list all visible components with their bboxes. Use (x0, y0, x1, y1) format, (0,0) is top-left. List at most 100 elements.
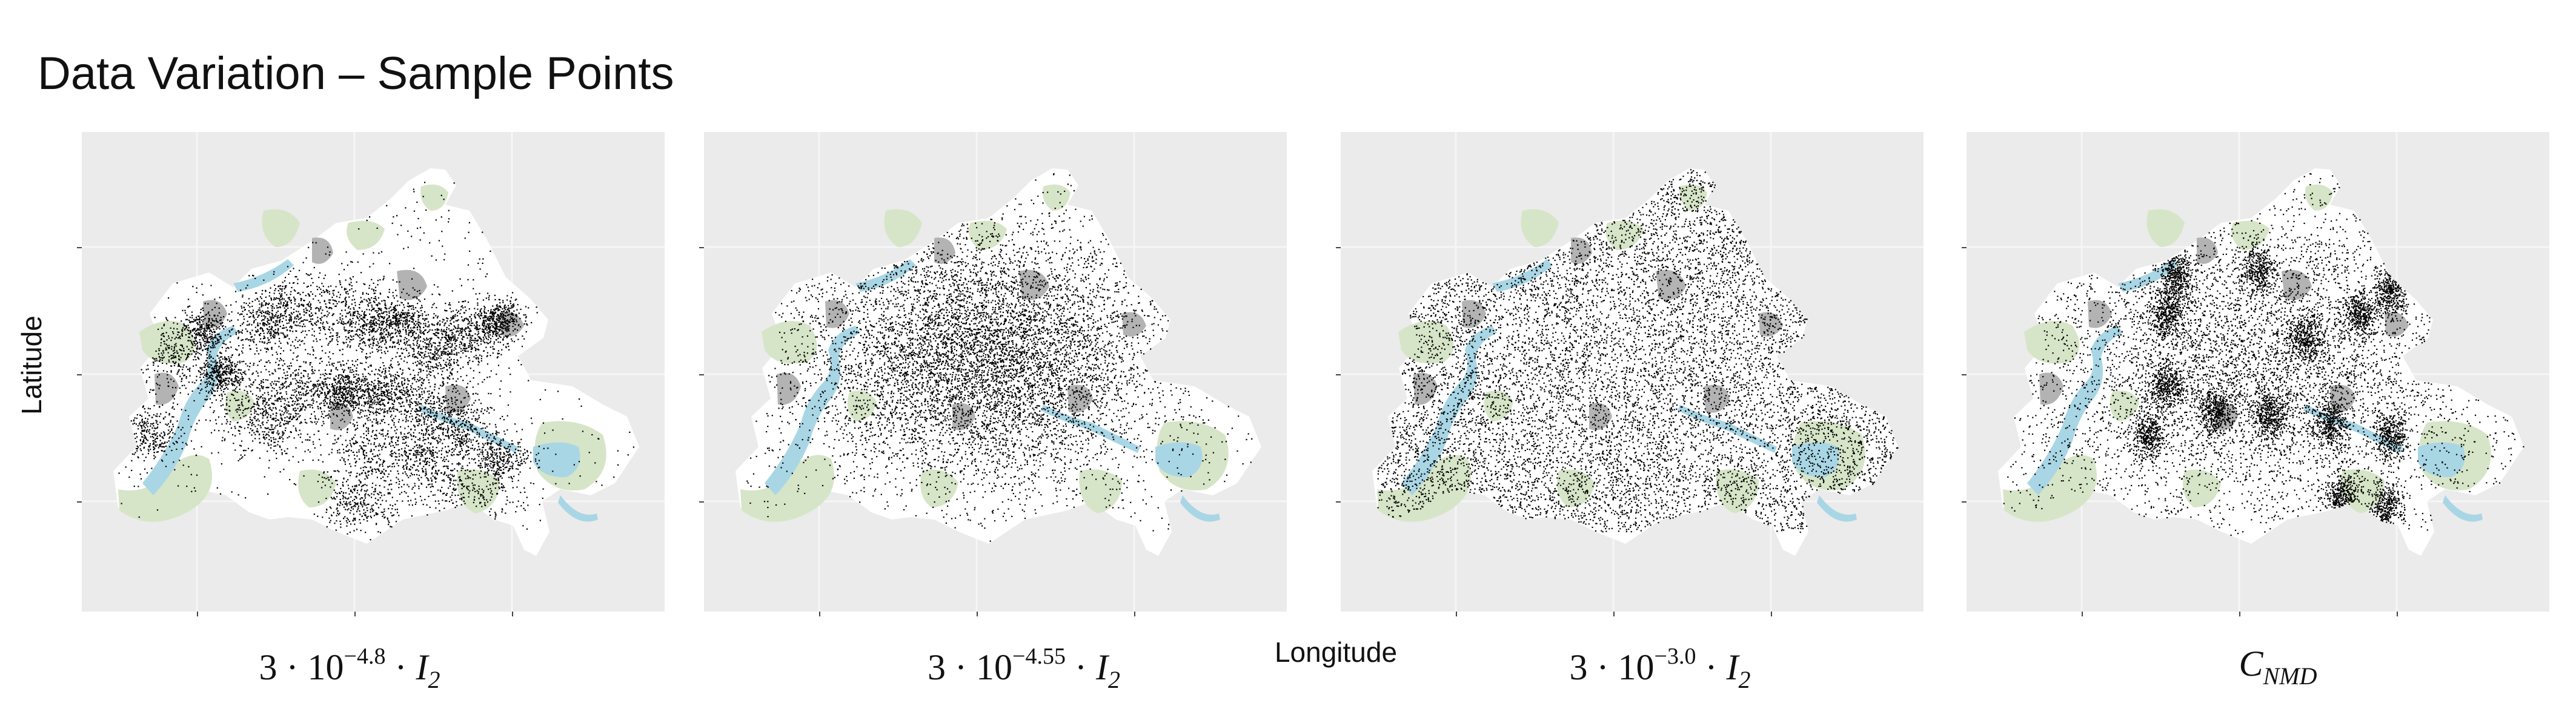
sample-point (308, 305, 310, 307)
sample-point (443, 331, 445, 332)
sample-point (438, 408, 440, 409)
sample-point (439, 355, 440, 357)
sample-point (159, 384, 161, 386)
sample-point (297, 399, 299, 401)
sample-point (414, 357, 416, 358)
sample-point (512, 304, 514, 306)
sample-point (388, 327, 390, 329)
sample-point (265, 303, 267, 305)
sample-point (394, 395, 396, 397)
sample-point (513, 341, 516, 343)
sample-point (394, 374, 396, 375)
sample-point (375, 369, 377, 371)
sample-point (388, 289, 390, 291)
sample-point (209, 342, 211, 343)
sample-point (359, 314, 360, 315)
sample-point (413, 343, 414, 345)
sample-point (448, 328, 450, 330)
sample-point (267, 392, 269, 394)
sample-point (414, 429, 416, 431)
sample-point (407, 380, 409, 381)
sample-point (334, 378, 337, 381)
sample-point (298, 392, 300, 394)
sample-point (450, 371, 451, 373)
sample-point (462, 457, 463, 459)
sample-point (342, 395, 344, 397)
sample-point (478, 417, 480, 418)
sample-point (428, 344, 430, 346)
sample-point (406, 361, 408, 363)
sample-point (191, 321, 193, 323)
sample-point (157, 384, 159, 386)
sample-point (427, 398, 429, 401)
sample-point (353, 291, 354, 292)
sample-point (470, 348, 472, 350)
sample-point (455, 345, 457, 347)
sample-point (418, 380, 420, 382)
sample-point (490, 406, 491, 409)
sample-point (354, 290, 356, 292)
sample-point (417, 357, 419, 359)
sample-point (397, 319, 400, 321)
sample-point (366, 397, 368, 399)
sample-point (201, 327, 203, 329)
sample-point (241, 305, 242, 307)
sample-point (305, 362, 307, 364)
sample-point (498, 306, 500, 308)
sample-point (289, 320, 291, 322)
sample-point (420, 361, 422, 363)
sample-point (428, 331, 430, 332)
sample-point (347, 332, 349, 334)
sample-point (396, 409, 398, 411)
sample-point (416, 345, 417, 346)
sample-point (173, 346, 175, 348)
sample-point (147, 365, 148, 366)
sample-point (305, 349, 307, 351)
sample-point (271, 316, 273, 318)
sample-point (379, 317, 380, 319)
sample-point (403, 360, 405, 362)
sample-point (288, 282, 291, 284)
sample-point (391, 398, 393, 400)
sample-point (483, 338, 485, 340)
sample-point (196, 334, 198, 335)
sample-point (285, 311, 287, 313)
sample-point (407, 315, 409, 317)
sample-point (500, 354, 502, 355)
sample-point (347, 346, 348, 348)
sample-point (356, 389, 358, 391)
sample-point (419, 331, 421, 333)
sample-point (485, 346, 487, 348)
sample-point (381, 332, 383, 334)
sample-point (254, 334, 256, 336)
sample-point (436, 307, 437, 309)
sample-point (463, 397, 465, 399)
sample-point (164, 340, 165, 343)
sample-point (299, 294, 301, 295)
sample-point (402, 384, 403, 386)
sample-point (270, 320, 272, 322)
sample-point (435, 363, 437, 365)
sample-point (460, 342, 462, 343)
sample-point (355, 401, 357, 403)
sample-point (367, 401, 368, 403)
sample-point (428, 346, 430, 348)
sample-point (407, 383, 409, 385)
sample-point (474, 308, 476, 309)
sample-point (282, 360, 285, 361)
sample-point (453, 349, 455, 351)
sample-point (270, 331, 271, 333)
sample-point (333, 386, 335, 389)
sample-point (372, 329, 374, 331)
sample-point (328, 384, 330, 386)
sample-point (215, 318, 217, 320)
sample-point (419, 354, 420, 356)
sample-point (478, 313, 480, 315)
sample-point (435, 315, 437, 317)
sample-point (372, 343, 374, 345)
sample-point (501, 316, 503, 318)
sample-point (340, 400, 342, 402)
sample-point (454, 336, 456, 338)
sample-point (494, 322, 496, 323)
sample-point (325, 333, 327, 335)
